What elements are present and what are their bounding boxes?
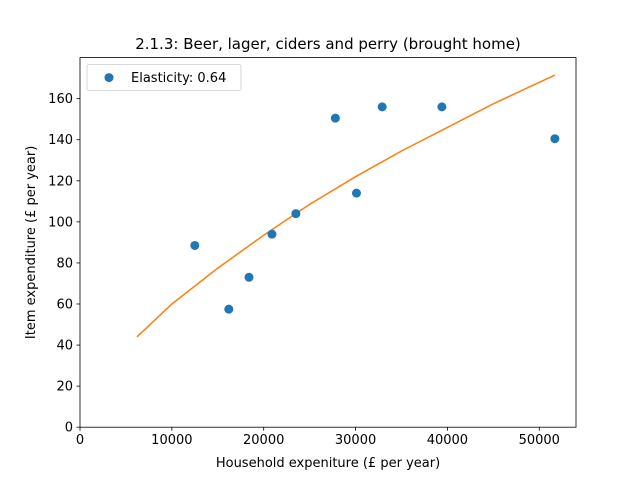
data-point xyxy=(190,240,200,250)
y-tick-label: 20 xyxy=(56,380,73,395)
x-tick-label: 30000 xyxy=(335,433,376,448)
y-tick-label: 120 xyxy=(48,174,73,189)
legend: Elasticity: 0.64 xyxy=(86,64,242,91)
data-point xyxy=(267,229,277,239)
y-tick-label: 140 xyxy=(48,133,73,148)
x-tick-label: 40000 xyxy=(427,433,468,448)
plot-area xyxy=(79,57,577,428)
x-tick-label: 20000 xyxy=(243,433,284,448)
y-tick-label: 60 xyxy=(56,298,73,313)
x-axis-label: Household expeniture (£ per year) xyxy=(216,456,440,471)
legend-label: Elasticity: 0.64 xyxy=(131,71,226,86)
fit-line-layer xyxy=(136,74,556,338)
y-tick-label: 160 xyxy=(48,92,73,107)
data-point xyxy=(244,272,254,282)
x-tick-label: 0 xyxy=(76,433,84,448)
data-point xyxy=(291,209,301,219)
data-point xyxy=(330,113,340,123)
chart-title: 2.1.3: Beer, lager, ciders and perry (br… xyxy=(135,35,521,53)
y-axis: 0 20 40 60 80 100 120 140 160 xyxy=(48,92,80,436)
y-tick-label: 0 xyxy=(65,421,73,436)
legend-marker xyxy=(104,73,114,83)
x-axis: 0 10000 20000 30000 40000 50000 xyxy=(76,427,560,448)
x-tick-label: 50000 xyxy=(519,433,560,448)
y-tick-label: 80 xyxy=(56,256,73,271)
data-point xyxy=(377,102,387,112)
scatter-points xyxy=(190,102,560,314)
axes-frame xyxy=(79,57,577,428)
y-tick-label: 100 xyxy=(48,215,73,230)
legend-box xyxy=(86,64,242,91)
y-tick-label: 40 xyxy=(56,339,73,354)
y-axis-label: Item expenditure (£ per year) xyxy=(24,146,39,339)
x-tick-label: 10000 xyxy=(151,433,192,448)
fit-line xyxy=(136,74,556,338)
data-point xyxy=(224,304,234,314)
data-point xyxy=(351,188,361,198)
data-point xyxy=(437,102,447,112)
data-point xyxy=(550,134,560,144)
